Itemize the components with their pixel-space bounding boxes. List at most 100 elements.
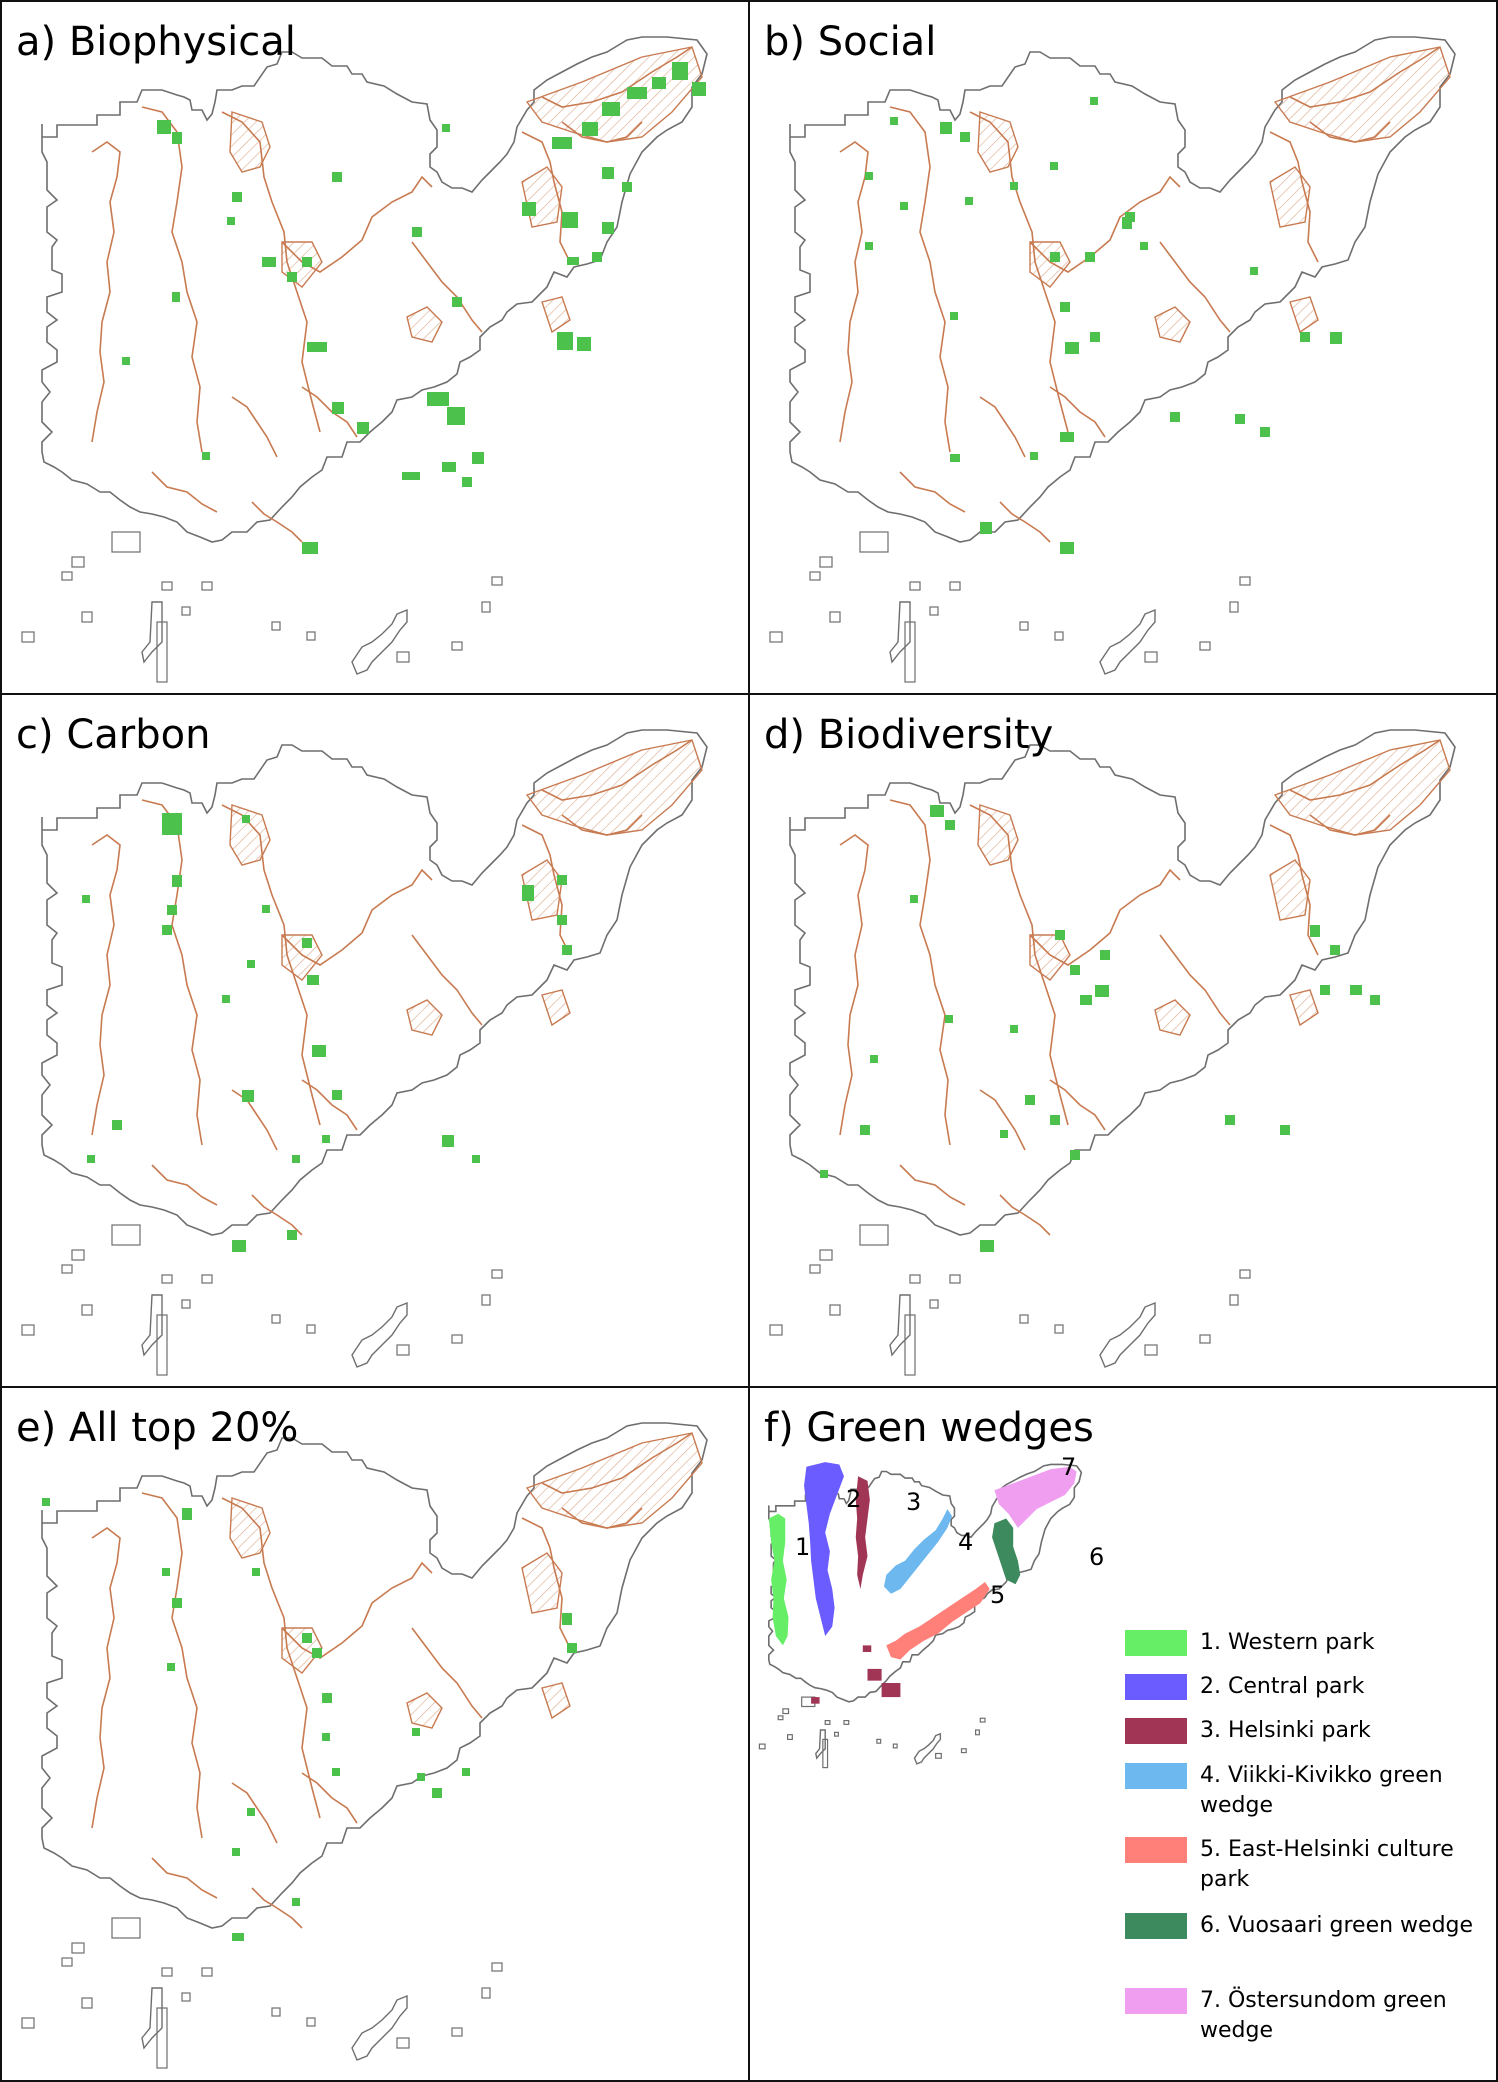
island-outline — [913, 1732, 942, 1765]
priority-cell — [1010, 1025, 1018, 1033]
green-wedge-boundary — [411, 934, 483, 1026]
wedge-number-7: 7 — [1061, 1453, 1077, 1481]
green-wedge-boundary — [1159, 934, 1231, 1026]
priority-cell — [292, 1155, 300, 1163]
map-layer — [769, 36, 1456, 683]
green-wedge-2 — [804, 1462, 844, 1636]
priority-cell — [1370, 995, 1380, 1005]
island-outline — [876, 1738, 882, 1744]
priority-cell — [1025, 1095, 1035, 1105]
priority-cell — [247, 1808, 255, 1816]
green-wedge-area — [406, 999, 443, 1036]
island-outline — [949, 581, 961, 591]
island-outline — [935, 1752, 942, 1759]
priority-cell — [557, 875, 567, 885]
green-wedge-boundary — [251, 1194, 303, 1236]
island-outline — [451, 1334, 463, 1344]
island-outline — [892, 1743, 898, 1749]
green-wedge-boundary — [91, 1527, 121, 1829]
green-wedge-3-fragment — [881, 1683, 901, 1698]
priority-cell — [1330, 332, 1342, 344]
map-biodiversity — [769, 729, 1456, 1376]
island-outline — [396, 2037, 410, 2049]
priority-cell — [1100, 950, 1110, 960]
priority-cell — [462, 1768, 470, 1776]
green-wedge-boundary — [1029, 175, 1181, 273]
green-wedge-boundary — [1269, 824, 1319, 956]
priority-cell — [332, 172, 342, 182]
priority-cell — [562, 212, 578, 228]
legend-label: 6. Vuosaari green wedge — [1200, 1913, 1474, 1938]
island-outline — [141, 601, 163, 664]
priority-cell — [1170, 412, 1180, 422]
island-outline — [1054, 631, 1064, 641]
priority-cell — [322, 1693, 332, 1703]
legend-swatch — [1125, 1718, 1187, 1744]
priority-cell — [222, 995, 230, 1003]
island-outline — [156, 621, 168, 683]
priority-cell — [262, 257, 276, 267]
island-outline — [21, 631, 35, 643]
green-wedge-boundary — [1309, 121, 1391, 143]
island-outline — [949, 1274, 961, 1284]
island-outline — [21, 1324, 35, 1336]
island-outline — [481, 601, 491, 613]
priority-cell — [562, 1613, 572, 1625]
priority-cell — [1070, 965, 1080, 975]
island-outline — [929, 1299, 939, 1309]
green-wedge-boundary — [1049, 1079, 1106, 1131]
green-wedge-boundary — [561, 121, 643, 143]
priority-cell — [172, 875, 182, 887]
green-wedge-3-fragment — [811, 1697, 820, 1704]
green-wedge-boundary — [91, 834, 121, 1136]
green-wedge-boundary — [1029, 868, 1181, 966]
priority-cell — [1060, 432, 1074, 442]
priority-cell — [307, 342, 327, 352]
green-wedge-boundary — [541, 739, 693, 801]
island-outline — [81, 611, 93, 623]
island-outline — [161, 581, 173, 591]
island-outline — [61, 1264, 73, 1274]
island-outline — [141, 1294, 163, 1357]
priority-cell — [980, 522, 992, 534]
map-layer — [21, 1422, 708, 2069]
priority-cell — [287, 272, 297, 282]
island-outline — [111, 1917, 141, 1939]
green-wedge-area — [1154, 999, 1191, 1036]
priority-cell — [522, 885, 534, 901]
green-wedge-boundary — [521, 824, 571, 956]
island-outline — [351, 1994, 408, 2061]
wedge-number-6: 6 — [1089, 1543, 1105, 1571]
priority-cell — [227, 217, 235, 225]
priority-cell — [945, 1015, 953, 1023]
island-outline — [909, 1274, 921, 1284]
island-outline — [1144, 651, 1158, 663]
green-wedge-boundary — [1159, 241, 1231, 333]
island-outline — [1144, 1344, 1158, 1356]
island-outline — [904, 621, 916, 683]
priority-cell — [940, 122, 952, 134]
island-outline — [904, 1314, 916, 1376]
island-outline — [181, 606, 191, 616]
priority-cell — [865, 172, 873, 180]
island-outline — [929, 606, 939, 616]
priority-cell — [157, 120, 171, 134]
priority-cell — [890, 117, 898, 125]
priority-cell — [567, 257, 579, 265]
island-outline — [306, 2017, 316, 2027]
green-wedge-6 — [992, 1518, 1021, 1585]
green-wedge-boundary — [561, 1507, 643, 1529]
priority-cell — [860, 1125, 870, 1135]
priority-cell — [900, 202, 908, 210]
priority-cell — [232, 1848, 240, 1856]
priority-cell — [1085, 252, 1095, 262]
island-outline — [859, 1224, 889, 1246]
priority-cell — [582, 122, 598, 136]
priority-cell — [462, 477, 472, 487]
green-wedge-boundary — [1049, 386, 1106, 438]
green-wedge-area — [229, 111, 271, 173]
island-outline — [1239, 1269, 1251, 1279]
priority-cell — [1060, 302, 1070, 312]
green-wedge-boundary — [999, 501, 1051, 543]
priority-cell — [122, 357, 130, 365]
